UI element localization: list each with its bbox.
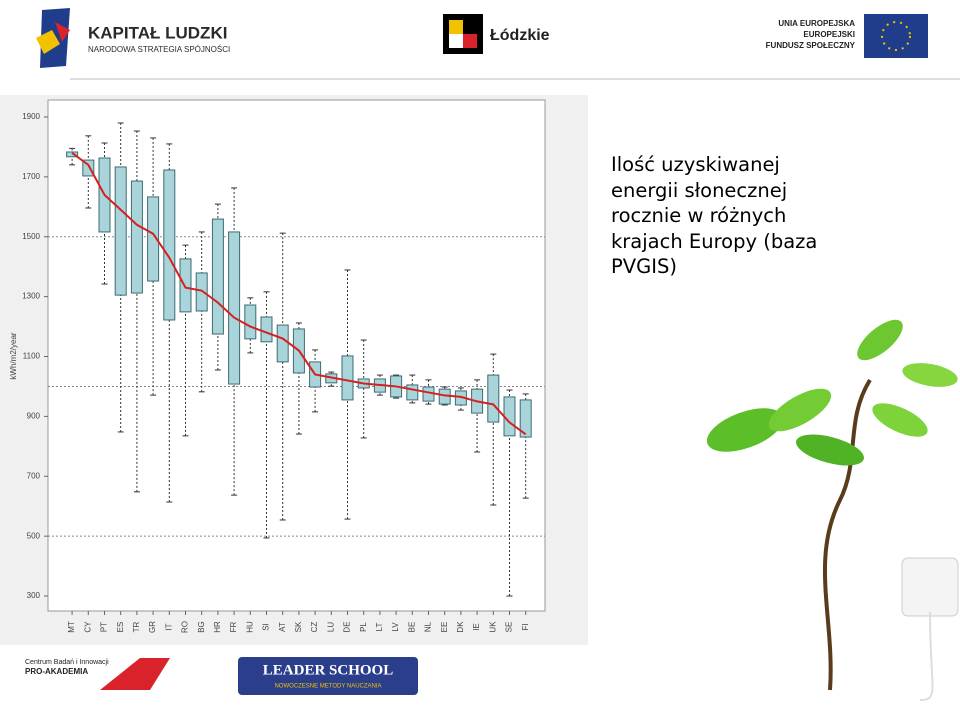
box — [519, 399, 532, 438]
leaf — [706, 408, 784, 452]
box — [276, 324, 289, 363]
socket — [901, 557, 959, 617]
slide-text: Ilość uzyskiwanej energii słonecznej roczn… — [611, 152, 817, 280]
x-tick-label: BE — [407, 622, 416, 633]
y-tick-label: 1300 — [22, 292, 40, 301]
box — [406, 384, 419, 401]
x-tick-label: AT — [278, 622, 287, 632]
x-tick-label: SE — [505, 622, 514, 633]
x-tick-label: GR — [148, 621, 157, 633]
box — [163, 169, 176, 321]
x-tick-label: LV — [391, 622, 400, 632]
cable — [919, 611, 934, 701]
box — [114, 166, 127, 296]
logo-pa — [100, 658, 170, 690]
plant-stem — [822, 378, 872, 691]
leaf — [872, 403, 928, 437]
box — [130, 180, 143, 294]
x-tick-label: SI — [262, 623, 271, 631]
x-tick-label: BG — [197, 621, 206, 633]
x-tick-label: LT — [375, 623, 384, 632]
box — [211, 218, 224, 335]
box — [244, 304, 257, 340]
x-tick-label: EE — [440, 622, 449, 633]
y-tick-label: 500 — [27, 531, 41, 540]
x-tick-label: FI — [521, 623, 530, 630]
logo-text: FUNDUSZ SPOŁECZNY — [766, 41, 856, 50]
logo-text: LEADER SCHOOL — [263, 662, 393, 678]
x-tick-label: IT — [164, 623, 173, 630]
mean-line — [71, 152, 527, 436]
x-tick-label: FR — [229, 621, 238, 632]
x-tick-label: HU — [245, 621, 254, 633]
box — [503, 396, 516, 437]
box — [228, 231, 241, 385]
logo-lodz — [449, 34, 463, 48]
x-tick-label: MT — [67, 621, 76, 633]
box — [341, 355, 354, 401]
box — [82, 159, 95, 177]
box — [260, 316, 273, 343]
logo-text: EUROPEJSKI — [803, 30, 855, 39]
text-line: energii słonecznej — [611, 178, 788, 202]
box — [195, 272, 208, 312]
y-tick-label: 700 — [27, 471, 41, 480]
x-tick-label: IE — [472, 623, 481, 631]
text-line: PVGIS) — [611, 255, 677, 278]
y-tick-label: 300 — [27, 591, 41, 600]
box — [66, 151, 79, 158]
box — [487, 374, 500, 423]
y-tick-label: 900 — [27, 411, 41, 420]
logo-text: Centrum Badań i Innowacji — [25, 659, 109, 666]
leaf — [796, 434, 864, 466]
x-tick-label: DK — [456, 621, 465, 633]
text-line: rocznie w różnych — [611, 204, 787, 227]
y-tick-label: 1100 — [23, 352, 41, 361]
x-tick-label: TR — [132, 621, 141, 632]
x-tick-label: DE — [343, 621, 352, 632]
box — [179, 258, 192, 313]
leaf — [857, 319, 903, 361]
leaf — [902, 363, 958, 387]
x-tick-label: NL — [424, 621, 433, 632]
x-tick-label: ES — [116, 622, 125, 633]
x-tick-label: CY — [83, 621, 92, 633]
logo-text: NOWOCZESNE METODY NAUCZANIA — [274, 684, 381, 690]
logo-text: UNIA EUROPEJSKA — [778, 19, 855, 28]
x-tick-label: PT — [100, 622, 109, 632]
x-tick-label: CZ — [310, 622, 319, 633]
logo-leader — [238, 657, 418, 695]
x-tick-label: HR — [213, 621, 222, 633]
x-tick-label: UK — [488, 621, 497, 633]
logo-lodz — [463, 34, 477, 48]
x-tick-label: SK — [294, 621, 303, 632]
logo-text: PRO-AKADEMIA — [25, 667, 88, 676]
box — [147, 196, 160, 282]
text-line: krajach Europy (baza — [611, 229, 818, 253]
eu-stars — [881, 21, 911, 51]
eu-flag — [864, 14, 928, 58]
leaf — [768, 388, 832, 432]
logo-text: Łódzkie — [490, 27, 550, 44]
x-tick-label: RO — [181, 621, 190, 633]
x-tick-label: PL — [359, 622, 368, 632]
text-line: Ilość uzyskiwanej — [611, 153, 780, 176]
logo-text: NARODOWA STRATEGIA SPÓJNOŚCI — [88, 45, 230, 54]
logo-lodz — [449, 20, 463, 34]
y-tick-label: 1500 — [22, 232, 40, 241]
y-axis-label: kWh/m2/year — [9, 332, 18, 379]
y-tick-label: 1700 — [22, 172, 40, 181]
logo-kl-star — [36, 30, 60, 54]
chart: kWh/m2/year 300 500 700 900 1100 1300 1500 1700… — [9, 112, 545, 633]
logo-kl-star — [55, 22, 70, 42]
logo-text: KAPITAŁ LUDZKI — [88, 23, 227, 42]
y-tick-label: 1900 — [22, 112, 40, 121]
x-tick-label: LU — [326, 622, 335, 632]
